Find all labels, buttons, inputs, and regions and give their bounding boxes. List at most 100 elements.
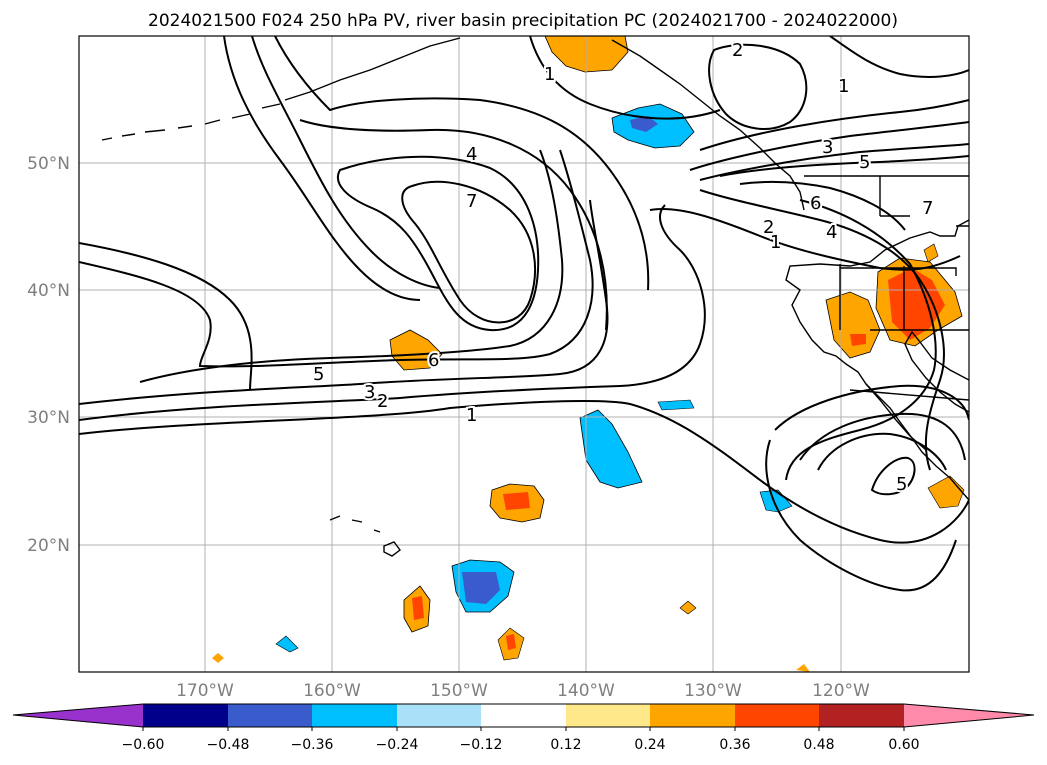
contour-label: 2 [763,217,774,238]
precip-area-positive-strong [503,492,530,510]
coastline-alaska [284,37,805,211]
precip-area-positive [679,600,697,615]
pv-contour-cutoff-5 [870,456,916,496]
contour-label: 6 [428,350,439,371]
pv-contour-jet-5 [719,155,969,177]
pv-contour-jet-6 [739,180,906,231]
contour-label: 2 [377,391,388,412]
pv-contour-westloop-3 [274,36,650,291]
lat-tick-label: 40°N [27,281,70,301]
contour-label: 4 [826,222,837,243]
lon-tick-label: 150°W [430,681,488,701]
precip-area-negative-core [630,116,658,132]
pv-contour-alaska-1 [529,36,721,120]
pv-contour-westloop-2 [251,36,441,289]
pv-contour-7 [401,180,536,324]
colorbar-tick-label: −0.12 [460,737,503,753]
lon-tick-label: 170°W [176,681,234,701]
contour-label: 1 [544,64,555,85]
coastline-aleutians [101,103,281,141]
contour-label: 7 [922,198,933,219]
colorbar-tick-label: −0.48 [207,737,250,753]
colorbar-tick-label: −0.60 [122,737,165,753]
colorbar-segment [312,704,397,727]
colorbar-tick-labels: −0.60 −0.48 −0.36 −0.24 −0.12 0.12 0.24 … [122,737,920,753]
contour-label-layer: 1 2 3 4 5 6 7 1 2 3 5 6 7 5 4 1 2 1 [311,38,935,497]
colorbar-segment [904,704,1034,727]
pv-contour-jet-2 [689,121,969,171]
lon-tick-label: 130°W [684,681,742,701]
precip-area-positive [212,653,224,663]
contour-label: 4 [466,144,477,165]
precip-area-positive-strong [506,634,516,650]
pv-contour-cutoff-2 [799,412,966,461]
precip-area-negative [275,635,299,653]
pv-contour-2 [79,204,706,421]
colorbar-tick-label: −0.24 [376,737,419,753]
pv-contour-1 [79,400,969,544]
precip-area-positive [923,243,939,263]
contour-label: 1 [466,405,477,426]
lon-tick-label: 140°W [557,681,615,701]
precip-area-negative [579,409,643,489]
precip-area-positive-strong [412,596,424,620]
contour-label: 2 [732,40,743,61]
pv-contours [79,36,969,592]
colorbar-segment [819,704,904,727]
pv-contour-cutoff-outer [765,439,957,592]
colorbar-tick-label: 0.48 [803,737,834,753]
contour-label: 1 [770,232,781,253]
lon-tick-label: 120°W [812,681,870,701]
colorbar-ticks [142,727,905,731]
contour-label: 5 [859,152,870,173]
colorbar-tick-label: 0.24 [634,737,665,753]
map-background [79,36,969,672]
pv-contour-jet-north [699,99,969,151]
pv-contour-6 [139,149,564,383]
pv-contour-3 [79,199,609,405]
pv-contour-cutoff-3 [817,432,947,471]
pv-contour-alaska-low [708,43,808,130]
colorbar-tick-label: 0.36 [719,737,750,753]
contour-label: 5 [896,474,907,495]
lon-tick-label: 160°W [303,681,361,701]
colorbar-tick-label: −0.36 [291,737,334,753]
pv-contour-4 [79,242,253,391]
figure-title: 2024021500 F024 250 hPa PV, river basin … [148,11,898,31]
colorbar-tick-label: 0.12 [550,737,581,753]
precip-area-positive [796,664,810,672]
colorbar-segment [143,704,228,727]
coastline-hawaii [329,515,401,557]
colorbar-segment [566,704,650,727]
precip-area-negative-core [462,572,500,604]
lon-axis: 170°W 160°W 150°W 140°W 130°W 120°W [176,681,870,701]
pv-contour-cutoff-1 [774,384,969,431]
precip-area-positive-strong [888,268,945,340]
colorbar-segment [481,704,566,727]
pv-contour-ridge [299,119,608,331]
contour-label: 7 [466,191,477,212]
lat-tick-label: 20°N [27,536,70,556]
pv-contour-5 [79,149,594,368]
gridlines [79,36,969,672]
contour-label: 3 [364,382,375,403]
border-states [839,176,969,401]
colorbar-segment [735,704,819,727]
contour-label: 5 [313,364,324,385]
coastline-gulf-california [904,330,969,413]
map-frame [78,35,970,673]
pv-contour-jet-1 [649,208,961,271]
precip-area-negative [657,399,695,411]
lat-axis: 50°N 40°N 30°N 20°N [27,154,70,556]
lat-tick-label: 50°N [27,154,70,174]
colorbar-segment [13,704,143,727]
contour-label: 3 [822,137,833,158]
colorbar: −0.60 −0.48 −0.36 −0.24 −0.12 0.12 0.24 … [12,703,1035,753]
pv-contour-jet-3 [699,143,969,181]
pv-contour-westloop [223,36,421,301]
colorbar-tick-label: 0.60 [888,737,919,753]
lat-tick-label: 30°N [27,408,70,428]
colorbar-segment [397,704,481,727]
pv-contour-inner [337,155,540,332]
